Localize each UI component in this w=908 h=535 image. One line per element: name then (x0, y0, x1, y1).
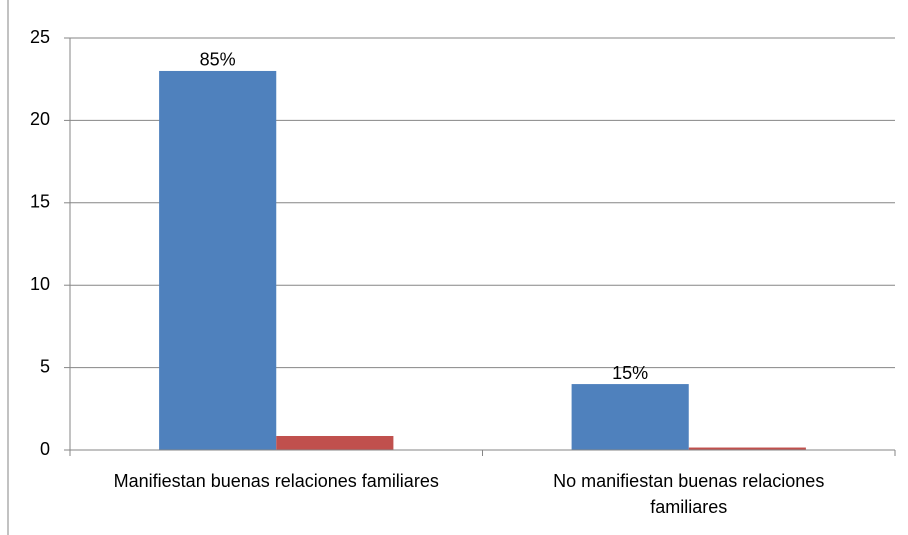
y-tick-label: 10 (30, 274, 50, 294)
bar (159, 70, 277, 451)
bar (571, 384, 689, 450)
y-tick-label: 5 (40, 356, 50, 376)
data-label: 85% (200, 50, 236, 70)
x-tick-label: Manifiestan buenas relaciones familiares (113, 471, 439, 491)
y-tick-label: 25 (30, 27, 50, 47)
data-label: 15% (612, 363, 648, 383)
chart-frame (7, 0, 9, 535)
bar (276, 435, 394, 450)
bar (688, 447, 806, 450)
y-tick-label: 15 (30, 192, 50, 212)
y-tick-label: 0 (40, 439, 50, 459)
y-tick-label: 20 (30, 109, 50, 129)
x-tick-label: No manifiestan buenas relaciones familia… (553, 471, 825, 517)
